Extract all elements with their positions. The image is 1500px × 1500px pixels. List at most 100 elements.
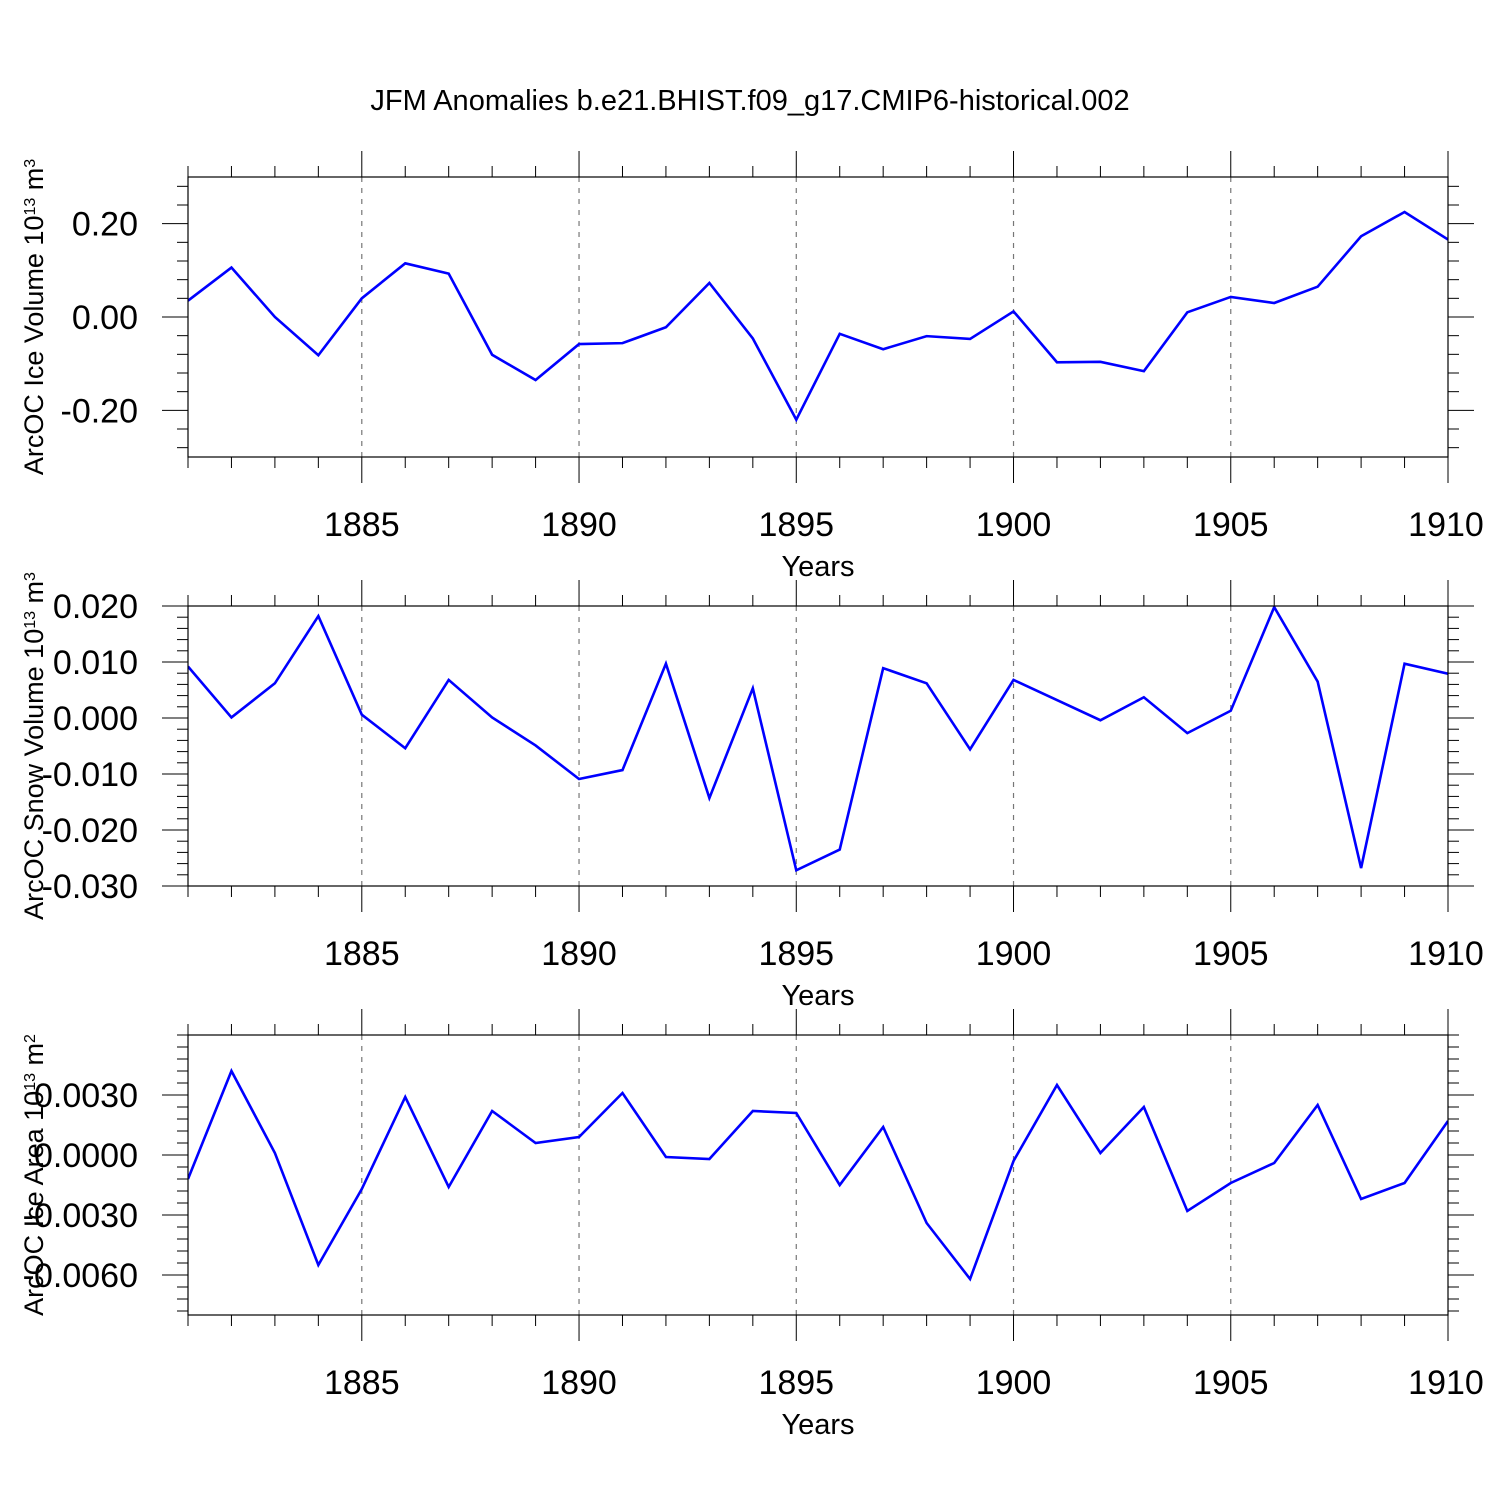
data-point	[968, 747, 972, 751]
x-tick-label: 1895	[758, 506, 834, 544]
data-point	[447, 1185, 451, 1189]
data-point	[881, 1125, 885, 1129]
data-point	[620, 1091, 624, 1095]
y-axis-label-superscript: 13	[22, 1073, 39, 1091]
data-point	[229, 715, 233, 719]
data-point	[273, 1151, 277, 1155]
data-point	[360, 1187, 364, 1191]
data-point	[664, 325, 668, 329]
x-tick-label: 1890	[541, 935, 617, 973]
data-point	[1229, 295, 1233, 299]
data-point	[316, 614, 320, 618]
data-point	[838, 1183, 842, 1187]
data-point	[490, 715, 494, 719]
data-point	[1142, 369, 1146, 373]
data-point	[1055, 698, 1059, 702]
data-point	[620, 768, 624, 772]
data-point	[751, 686, 755, 690]
y-axis-label-part: ArcOC Snow Volume 10	[19, 629, 49, 920]
data-point	[577, 342, 581, 346]
panel-3: 0.0030 0.0000 -0.0030 -0.0060 1885 1890 1895 19…	[19, 1009, 1484, 1441]
data-point	[1012, 678, 1016, 682]
data-point	[968, 337, 972, 341]
data-point	[1055, 1083, 1059, 1087]
y-axis-label-part: m	[19, 581, 49, 611]
x-tick-label: 1905	[1193, 935, 1269, 973]
data-point	[968, 1277, 972, 1281]
chart-title: JFM Anomalies b.e21.BHIST.f09_g17.CMIP6-…	[370, 85, 1129, 117]
data-point	[360, 713, 364, 717]
y-axis-label-superscript: 2	[22, 1034, 39, 1043]
y-axis-label-superscript: 3	[22, 572, 39, 581]
data-point	[447, 272, 451, 276]
data-point	[1185, 310, 1189, 314]
data-point	[1012, 309, 1016, 313]
y-tick-label: 0.020	[53, 588, 138, 626]
data-point	[1403, 662, 1407, 666]
data-point	[1359, 234, 1363, 238]
panel-1: 0.20 0.00 -0.20 1885 1890 1895 1900 1905 1910 Yea…	[19, 151, 1484, 583]
data-point	[273, 681, 277, 685]
data-point	[1142, 695, 1146, 699]
series-line	[188, 210, 1448, 423]
x-tick-label: 1890	[541, 1364, 617, 1402]
y-tick-label: -0.20	[61, 392, 139, 430]
data-point	[794, 868, 798, 872]
data-point	[1316, 285, 1320, 289]
data-point	[1229, 709, 1233, 713]
x-tick-label: 1895	[758, 935, 834, 973]
y-tick-label: -0.0060	[23, 1257, 138, 1295]
data-point	[316, 1263, 320, 1267]
data-point	[664, 662, 668, 666]
x-axis-label: Years	[781, 1409, 854, 1441]
y-tick-label: -0.010	[42, 756, 138, 794]
data-point	[664, 1155, 668, 1159]
data-point	[577, 777, 581, 781]
data-point	[1012, 1159, 1016, 1163]
y-axis-label-part: m	[19, 168, 49, 198]
x-tick-label: 1905	[1193, 1364, 1269, 1402]
y-axis-label-superscript: 3	[22, 159, 39, 168]
series-line	[188, 1067, 1448, 1282]
data-point	[534, 378, 538, 382]
data-point	[1359, 866, 1363, 870]
data-point	[403, 261, 407, 265]
data-point	[881, 347, 885, 351]
y-axis-label-part: ArcOC Ice Volume 10	[19, 216, 49, 476]
plot-frame	[187, 1034, 1449, 1316]
data-point	[490, 353, 494, 357]
data-point	[1272, 301, 1276, 305]
data-point	[1403, 210, 1407, 214]
data-point	[1316, 1103, 1320, 1107]
data-point	[794, 418, 798, 422]
data-point	[1185, 1209, 1189, 1213]
data-point	[925, 681, 929, 685]
data-point	[751, 1109, 755, 1113]
data-point	[534, 1141, 538, 1145]
x-tick-label: 1910	[1408, 506, 1484, 544]
data-point	[273, 315, 277, 319]
data-point	[447, 678, 451, 682]
x-tick-label: 1885	[324, 935, 400, 973]
y-tick-label: 0.20	[72, 206, 138, 244]
y-tick-label: 0.0030	[34, 1077, 138, 1115]
x-tick-label: 1890	[541, 506, 617, 544]
data-point	[229, 266, 233, 270]
plot-frame	[187, 176, 1449, 458]
x-tick-label: 1900	[976, 506, 1052, 544]
data-point	[229, 1069, 233, 1073]
x-tick-label: 1905	[1193, 506, 1269, 544]
x-axis-label: Years	[781, 551, 854, 583]
y-tick-label: 0.0000	[34, 1137, 138, 1175]
y-tick-label: 0.00	[72, 299, 138, 337]
y-tick-label: -0.0030	[23, 1197, 138, 1235]
x-tick-label: 1900	[976, 1364, 1052, 1402]
data-point	[490, 1109, 494, 1113]
x-tick-label: 1885	[324, 506, 400, 544]
data-point	[403, 1095, 407, 1099]
data-point	[1098, 360, 1102, 364]
y-axis-label-part: m	[19, 1043, 49, 1073]
data-point	[1403, 1181, 1407, 1185]
data-point	[838, 848, 842, 852]
